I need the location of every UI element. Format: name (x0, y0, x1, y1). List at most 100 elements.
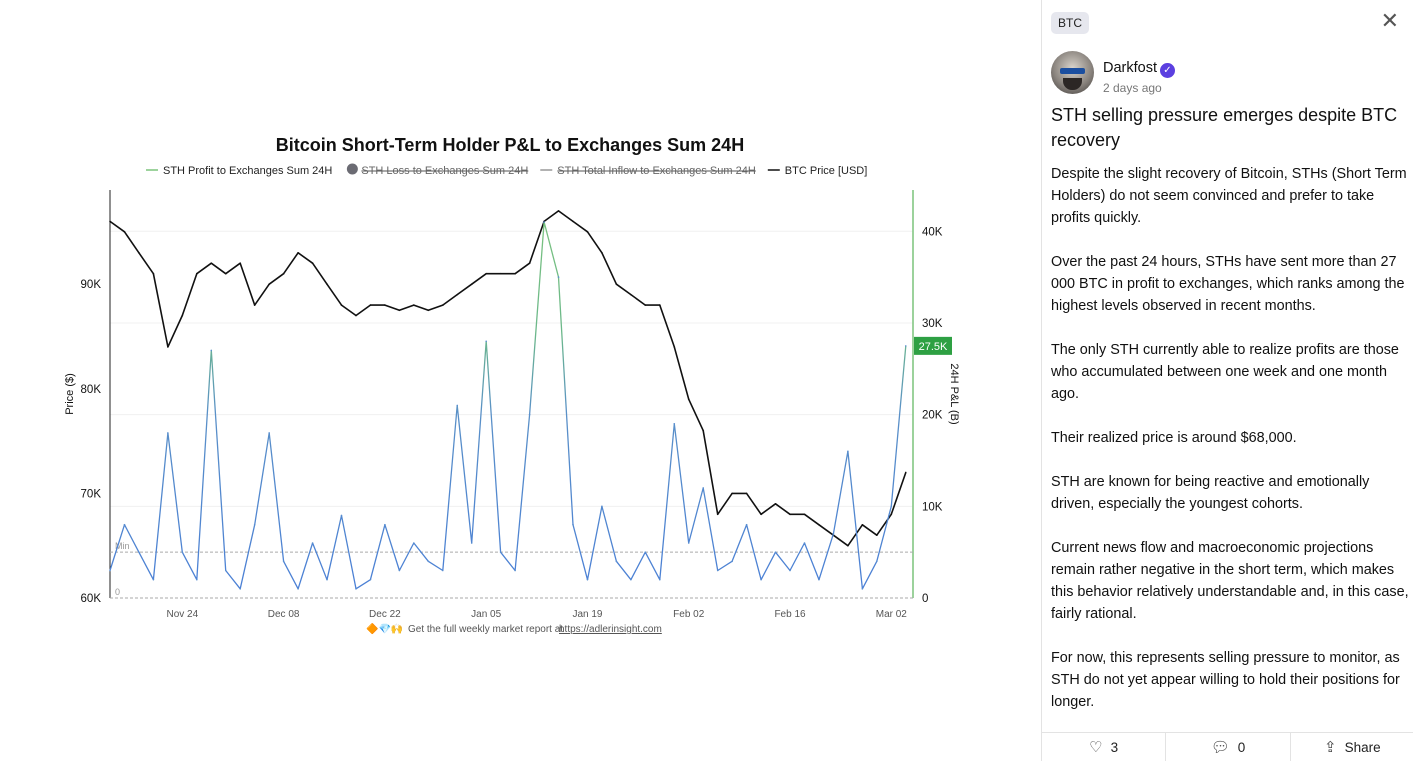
data-point (470, 283, 473, 285)
data-point (224, 272, 227, 275)
data-point (630, 578, 632, 581)
data-point (789, 513, 791, 516)
like-button[interactable]: ♡ 3 (1042, 733, 1167, 761)
close-icon[interactable]: ✕ (1380, 8, 1399, 33)
data-point (297, 251, 299, 254)
data-point (601, 251, 603, 254)
data-point (514, 569, 516, 572)
y-tick-left: 90K (81, 279, 102, 291)
data-point (861, 588, 864, 590)
data-point (326, 578, 328, 581)
data-point (499, 272, 502, 275)
y-tick-right: 30K (922, 318, 943, 330)
data-point (586, 231, 589, 233)
asset-tag[interactable]: BTC (1051, 12, 1089, 34)
footer-link[interactable]: https://adlerinsight.com (559, 624, 662, 635)
data-point (456, 404, 459, 407)
comment-icon: 💬︎ (1210, 739, 1230, 756)
data-point (181, 314, 184, 317)
reference-label: 0 (115, 587, 120, 597)
data-point (528, 413, 531, 416)
data-point (847, 450, 849, 453)
data-point (427, 309, 430, 312)
data-point (499, 551, 502, 553)
data-point (557, 276, 560, 278)
data-point (702, 487, 705, 489)
data-point (832, 533, 835, 535)
y-tick-right: 0 (922, 593, 928, 605)
data-point (818, 523, 820, 526)
legend-item: STH Loss to Exchanges Sum 24H (361, 165, 528, 177)
author-name-text: Darkfost (1103, 60, 1157, 76)
data-point (904, 471, 907, 474)
data-point (123, 231, 126, 233)
footer-emoji-icons: 🔶💎🙌 (366, 622, 403, 635)
post-time: 2 days ago (1103, 81, 1162, 95)
data-point (876, 534, 878, 537)
legend-item: STH Profit to Exchanges Sum 24H (163, 165, 332, 177)
paragraph: STH are known for being reactive and emo… (1051, 474, 1370, 512)
data-point (355, 588, 357, 590)
x-tick: Mar 02 (876, 609, 908, 620)
data-point (644, 304, 647, 306)
y-tick-left: 60K (81, 593, 102, 605)
x-tick: Jan 19 (572, 609, 602, 620)
x-tick: Nov 24 (166, 609, 198, 620)
data-point (687, 398, 690, 401)
avatar[interactable] (1051, 51, 1094, 94)
author-name[interactable]: Darkfost ✓ (1103, 60, 1175, 78)
data-point (615, 560, 618, 563)
current-value-label: 27.5K (919, 341, 948, 353)
like-count: 3 (1110, 739, 1119, 755)
data-point (456, 293, 459, 296)
data-point (384, 304, 386, 306)
data-point (167, 432, 169, 434)
data-point (630, 293, 632, 296)
data-point (196, 578, 198, 581)
data-point (268, 283, 270, 285)
data-point (659, 304, 661, 306)
data-point (745, 523, 748, 526)
data-point (398, 569, 401, 572)
data-point (716, 569, 719, 572)
data-point (311, 262, 314, 265)
data-point (731, 560, 733, 563)
btc-price-line (109, 210, 907, 547)
data-point (196, 272, 198, 275)
verified-badge-icon: ✓ (1160, 63, 1175, 78)
paragraph: Their realized price is around $68,000. (1051, 430, 1297, 446)
data-point (109, 569, 111, 572)
y-axis-label-right: 24H P&L (B) (948, 363, 960, 424)
data-point (253, 523, 256, 526)
data-point (253, 304, 256, 306)
data-point (167, 346, 169, 348)
data-point (601, 505, 603, 508)
data-point (615, 283, 618, 285)
chart: Bitcoin Short-Term Holder P&L to Exchang… (64, 135, 960, 635)
paragraph: Over the past 24 hours, STHs have sent m… (1051, 254, 1405, 314)
data-point (572, 523, 574, 526)
data-point (181, 551, 184, 553)
chart-title: Bitcoin Short-Term Holder P&L to Exchang… (276, 135, 744, 155)
data-point (239, 262, 242, 265)
data-point (774, 551, 777, 553)
comment-count: 0 (1237, 739, 1246, 755)
data-point (789, 569, 791, 572)
data-point (586, 578, 589, 581)
y-tick-right: 20K (922, 410, 943, 422)
data-point (485, 272, 487, 275)
heart-icon: ♡ (1089, 739, 1103, 756)
data-point (210, 262, 213, 265)
legend-marker-icon (346, 163, 358, 175)
data-point (673, 346, 676, 348)
data-point (384, 523, 386, 526)
data-point (427, 560, 430, 563)
legend-item: STH Total Inflow to Exchanges Sum 24H (557, 165, 756, 177)
share-button[interactable]: ⇪ Share (1291, 733, 1413, 761)
chart-image-area: Bitcoin Short-Term Holder P&L to Exchang… (64, 135, 960, 635)
data-point (152, 272, 155, 275)
comment-button[interactable]: 💬︎ 0 (1166, 733, 1291, 761)
data-point (803, 513, 806, 516)
share-label: Share (1344, 739, 1381, 755)
data-point (716, 513, 719, 516)
